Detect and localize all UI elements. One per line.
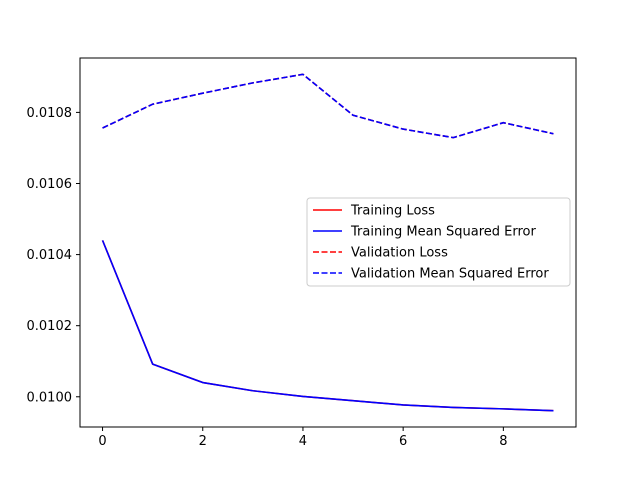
y-axis: 0.0100 0.0102 0.0104 0.0106 0.0108 <box>27 106 80 405</box>
series-layer <box>101 73 554 412</box>
y-tick-label: 0.0106 <box>27 177 73 192</box>
legend-label-4: Validation Mean Squared Error <box>351 267 549 282</box>
x-tick-label: 0 <box>98 434 106 449</box>
y-tick-label: 0.0108 <box>27 106 73 121</box>
y-tick-label: 0.0102 <box>27 319 73 334</box>
y-tick-label: 0.0100 <box>27 390 73 405</box>
legend-label-1: Training Loss <box>350 204 435 219</box>
plot-area-frame <box>79 57 577 428</box>
x-tick-label: 8 <box>499 434 507 449</box>
x-tick-label: 2 <box>199 434 207 449</box>
legend-label-2: Training Mean Squared Error <box>350 225 536 240</box>
x-tick-label: 4 <box>299 434 307 449</box>
legend: Training Loss Training Mean Squared Error… <box>306 197 571 287</box>
x-tick-label: 6 <box>399 434 407 449</box>
y-tick-label: 0.0104 <box>27 248 73 263</box>
x-axis: 0 2 4 6 8 <box>98 427 507 449</box>
legend-label-3: Validation Loss <box>351 246 448 261</box>
legend-box <box>306 197 571 287</box>
series-line-2 <box>101 240 554 412</box>
series-line-4 <box>102 73 554 139</box>
